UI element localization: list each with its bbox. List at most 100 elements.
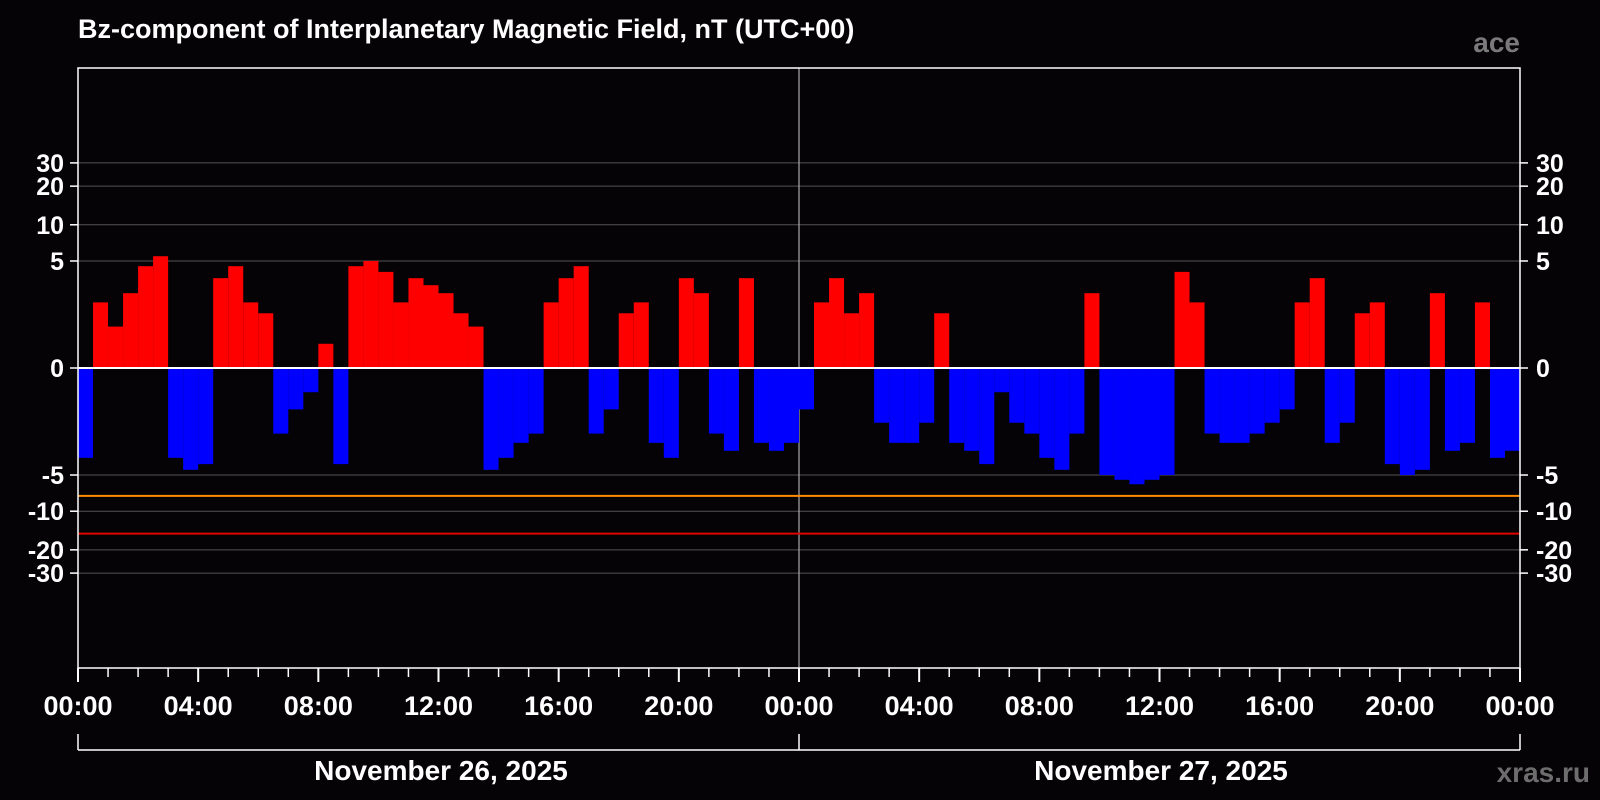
bz-bar-91 bbox=[1444, 368, 1460, 451]
bz-bar-35 bbox=[603, 368, 619, 410]
bz-bar-47 bbox=[783, 368, 799, 443]
x-label-0: 00:00 bbox=[43, 691, 112, 721]
bz-bar-23 bbox=[423, 285, 439, 368]
bz-bar-6 bbox=[168, 368, 184, 458]
bz-bar-48 bbox=[799, 368, 815, 410]
bz-bar-34 bbox=[588, 368, 604, 434]
y-label-left-0: 30 bbox=[36, 150, 64, 178]
bz-bar-57 bbox=[934, 313, 950, 368]
y-label-right-7: -20 bbox=[1536, 537, 1572, 565]
bz-bar-58 bbox=[949, 368, 965, 443]
bz-bar-4 bbox=[138, 266, 154, 368]
bz-bar-65 bbox=[1054, 368, 1070, 470]
bz-bar-15 bbox=[303, 368, 319, 393]
bz-bar-94 bbox=[1489, 368, 1505, 458]
bz-bars bbox=[78, 256, 1520, 485]
x-label-12: 00:00 bbox=[1485, 691, 1554, 721]
bz-bar-18 bbox=[348, 266, 364, 368]
bz-bar-2 bbox=[108, 326, 124, 368]
bz-bar-46 bbox=[768, 368, 784, 451]
bz-bar-10 bbox=[228, 266, 244, 368]
bz-bar-95 bbox=[1504, 368, 1520, 451]
bz-bar-54 bbox=[889, 368, 905, 443]
bz-bar-12 bbox=[258, 313, 274, 368]
bz-bar-24 bbox=[438, 293, 454, 368]
bz-bar-61 bbox=[994, 368, 1010, 393]
bz-bar-62 bbox=[1009, 368, 1025, 423]
bz-bar-53 bbox=[874, 368, 890, 423]
bz-bar-87 bbox=[1384, 368, 1400, 465]
bz-bar-20 bbox=[378, 271, 394, 368]
bz-bar-16 bbox=[318, 343, 334, 368]
bz-bar-9 bbox=[213, 278, 229, 368]
y-label-right-1: 20 bbox=[1536, 173, 1564, 201]
bz-bar-75 bbox=[1204, 368, 1220, 434]
x-label-1: 04:00 bbox=[164, 691, 233, 721]
bz-bar-68 bbox=[1099, 368, 1115, 476]
bz-bar-14 bbox=[288, 368, 304, 410]
bz-bar-36 bbox=[618, 313, 634, 368]
y-label-left-8: -30 bbox=[28, 560, 64, 588]
bz-bar-17 bbox=[333, 368, 349, 465]
bz-bar-49 bbox=[814, 302, 830, 368]
x-label-7: 04:00 bbox=[885, 691, 954, 721]
y-label-left-2: 10 bbox=[36, 212, 64, 240]
bz-bar-81 bbox=[1294, 302, 1310, 368]
bz-bar-27 bbox=[483, 368, 499, 470]
chart-title: Bz-component of Interplanetary Magnetic … bbox=[78, 14, 854, 44]
bz-bar-22 bbox=[408, 278, 424, 368]
bz-bar-38 bbox=[648, 368, 664, 443]
bz-bar-3 bbox=[123, 293, 139, 368]
bz-bar-90 bbox=[1429, 293, 1445, 368]
y-label-right-5: -5 bbox=[1536, 462, 1558, 490]
bz-bar-66 bbox=[1069, 368, 1085, 434]
y-label-left-4: 0 bbox=[50, 355, 64, 383]
bz-bar-55 bbox=[904, 368, 920, 443]
x-label-8: 08:00 bbox=[1005, 691, 1074, 721]
x-label-6: 00:00 bbox=[764, 691, 833, 721]
y-label-left-6: -10 bbox=[28, 498, 64, 526]
bz-bar-44 bbox=[738, 278, 754, 368]
bz-bar-93 bbox=[1474, 302, 1490, 368]
bz-bar-0 bbox=[78, 368, 94, 458]
date-label-1: November 26, 2025 bbox=[314, 755, 568, 786]
bz-bar-51 bbox=[844, 313, 860, 368]
x-label-9: 12:00 bbox=[1125, 691, 1194, 721]
x-label-3: 12:00 bbox=[404, 691, 473, 721]
bz-bar-19 bbox=[363, 260, 379, 368]
x-label-10: 16:00 bbox=[1245, 691, 1314, 721]
bz-bar-1 bbox=[93, 302, 109, 368]
bz-bar-42 bbox=[708, 368, 724, 434]
bz-bar-70 bbox=[1129, 368, 1145, 485]
bz-bar-63 bbox=[1024, 368, 1040, 434]
y-label-left-3: 5 bbox=[50, 248, 64, 276]
bz-bar-33 bbox=[573, 266, 589, 368]
bz-bar-88 bbox=[1399, 368, 1415, 476]
bz-bar-26 bbox=[468, 326, 484, 368]
bz-bar-69 bbox=[1114, 368, 1130, 480]
y-label-right-8: -30 bbox=[1536, 560, 1572, 588]
x-label-11: 20:00 bbox=[1365, 691, 1434, 721]
bz-bar-45 bbox=[753, 368, 769, 443]
bz-bar-32 bbox=[558, 278, 574, 368]
bz-bar-78 bbox=[1249, 368, 1265, 434]
bz-bar-39 bbox=[663, 368, 679, 458]
y-label-right-6: -10 bbox=[1536, 498, 1572, 526]
bz-bar-31 bbox=[543, 302, 559, 368]
bz-bar-67 bbox=[1084, 293, 1100, 368]
y-label-right-2: 10 bbox=[1536, 212, 1564, 240]
bz-bar-8 bbox=[198, 368, 214, 465]
bz-bar-84 bbox=[1339, 368, 1355, 423]
bz-bar-13 bbox=[273, 368, 289, 434]
bz-bar-52 bbox=[859, 293, 875, 368]
bz-bar-79 bbox=[1264, 368, 1280, 423]
bz-bar-80 bbox=[1279, 368, 1295, 410]
bz-bar-29 bbox=[513, 368, 529, 443]
brand-xras: xras.ru bbox=[1497, 757, 1590, 788]
bz-bar-71 bbox=[1144, 368, 1160, 480]
bz-bar-82 bbox=[1309, 278, 1325, 368]
brand-ace: ace bbox=[1473, 27, 1520, 58]
bz-bar-85 bbox=[1354, 313, 1370, 368]
bz-bar-73 bbox=[1174, 271, 1190, 368]
